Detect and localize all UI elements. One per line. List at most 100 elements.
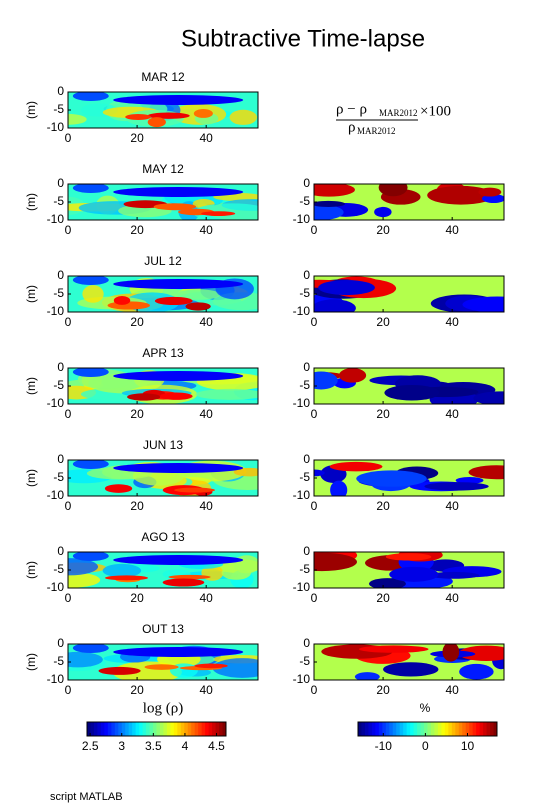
colorbar-swatch [424,722,428,736]
y-tick-label: 0 [303,544,310,558]
field-blob [318,280,375,296]
colorbar-tick-label: 0 [422,739,429,753]
field [314,368,504,404]
x-tick-label: 40 [446,223,460,237]
formula-subscript: MAR2012 [357,126,396,136]
field-blob [82,285,104,303]
field-blob [194,663,228,669]
colorbar-swatch [111,722,116,736]
y-axis-label: (m) [24,561,38,579]
colorbar-swatch [455,722,460,736]
field-blob [329,461,383,472]
field-blob [113,279,244,289]
field [314,184,504,220]
colorbar-swatch [191,722,196,736]
chart-title: Subtractive Time-lapse [181,25,425,52]
x-tick-label: 40 [446,315,460,329]
field-blob [72,368,109,377]
field-blob [153,203,197,211]
field-blob [458,645,504,662]
colorbar-swatch [483,722,488,736]
colorbar-swatch [368,722,373,736]
colorbar-tick-label: 4 [182,739,189,753]
x-tick-label: 20 [376,683,390,697]
colorbar-swatch [441,722,446,736]
field-blob [102,563,142,578]
colorbar-swatch [493,722,498,736]
field-blob [442,644,460,662]
y-tick-label: -10 [47,396,65,410]
colorbar-swatch [118,722,123,736]
field [314,276,504,312]
colorbar-swatch [149,722,154,736]
colorbar-swatch [180,722,185,736]
y-tick-label: -5 [299,194,310,208]
field-blob [113,647,244,657]
field-blob [185,302,211,311]
field [68,644,258,680]
colorbar-swatch [222,722,227,736]
colorbar-swatch [215,722,220,736]
y-tick-label: -5 [53,378,64,392]
field [68,92,258,128]
field-blob [314,552,357,572]
field-blob [144,664,179,670]
x-tick-label: 0 [65,223,72,237]
field-blob [68,572,101,588]
x-tick-label: 0 [65,315,72,329]
field-blob [159,392,193,400]
x-tick-label: 0 [65,131,72,145]
x-tick-label: 20 [130,131,144,145]
colorbar-swatch [371,722,376,736]
y-axis-label: (m) [24,101,38,119]
colorbar-frame [357,721,498,737]
field [314,552,504,588]
x-tick-label: 0 [65,683,72,697]
field-blob [113,463,244,473]
field-blob [72,460,109,469]
x-tick-label: 40 [200,223,214,237]
y-tick-label: -10 [47,212,65,226]
y-tick-label: 0 [57,360,64,374]
colorbar-swatch [212,722,217,736]
colorbar-swatch [163,722,168,736]
field-blob [478,187,502,197]
x-tick-label: 0 [311,499,318,513]
panel-title: JUL 12 [144,254,182,268]
colorbar-swatch [100,722,105,736]
colorbar-swatch [403,722,408,736]
field-blob [212,658,258,678]
colorbar-swatch [420,722,425,736]
colorbar-swatch [434,722,439,736]
field-blob [459,663,494,680]
field-blob [162,578,205,587]
y-tick-label: 0 [303,636,310,650]
y-tick-label: -5 [299,470,310,484]
field-blob [176,289,221,300]
colorbar-swatch [87,722,91,736]
x-tick-label: 0 [311,223,318,237]
colorbar-swatch [170,722,175,736]
panel-title: OUT 13 [142,622,184,636]
y-tick-label: -5 [53,654,64,668]
colorbar-swatch [479,722,484,736]
panel-title: AGO 13 [141,530,185,544]
panel-row: MAY 12(m)0-5-100 20 400-5-100 20 40 [24,162,505,237]
field [68,368,258,404]
field-blob [462,296,504,312]
colorbar-swatch [430,722,435,736]
panel-title: APR 13 [142,346,184,360]
y-tick-label: 0 [57,544,64,558]
x-tick-label: 20 [130,407,144,421]
colorbar-swatch [437,722,442,736]
colorbar-swatch [173,722,178,736]
panel-row: MAR 12(m)0-5-100 20 40 [24,70,259,145]
field-blob [201,211,236,217]
y-tick-label: -10 [293,212,311,226]
field-blob [356,470,427,487]
y-tick-label: -10 [293,488,311,502]
y-tick-label: -10 [293,672,311,686]
y-tick-label: -10 [293,304,311,318]
colorbar-swatch [410,722,415,736]
